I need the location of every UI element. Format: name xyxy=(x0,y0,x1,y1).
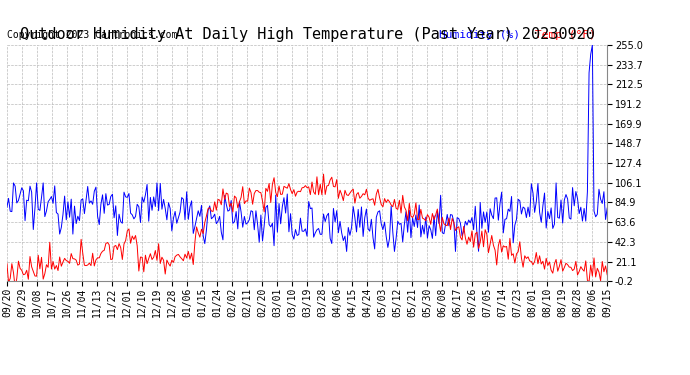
Text: Temp (°F): Temp (°F) xyxy=(535,30,596,40)
Title: Outdoor Humidity At Daily High Temperature (Past Year) 20230920: Outdoor Humidity At Daily High Temperatu… xyxy=(19,27,595,42)
Text: Humidity (%): Humidity (%) xyxy=(439,30,520,40)
Text: Copyright 2023 Cartronics.com: Copyright 2023 Cartronics.com xyxy=(7,30,177,40)
